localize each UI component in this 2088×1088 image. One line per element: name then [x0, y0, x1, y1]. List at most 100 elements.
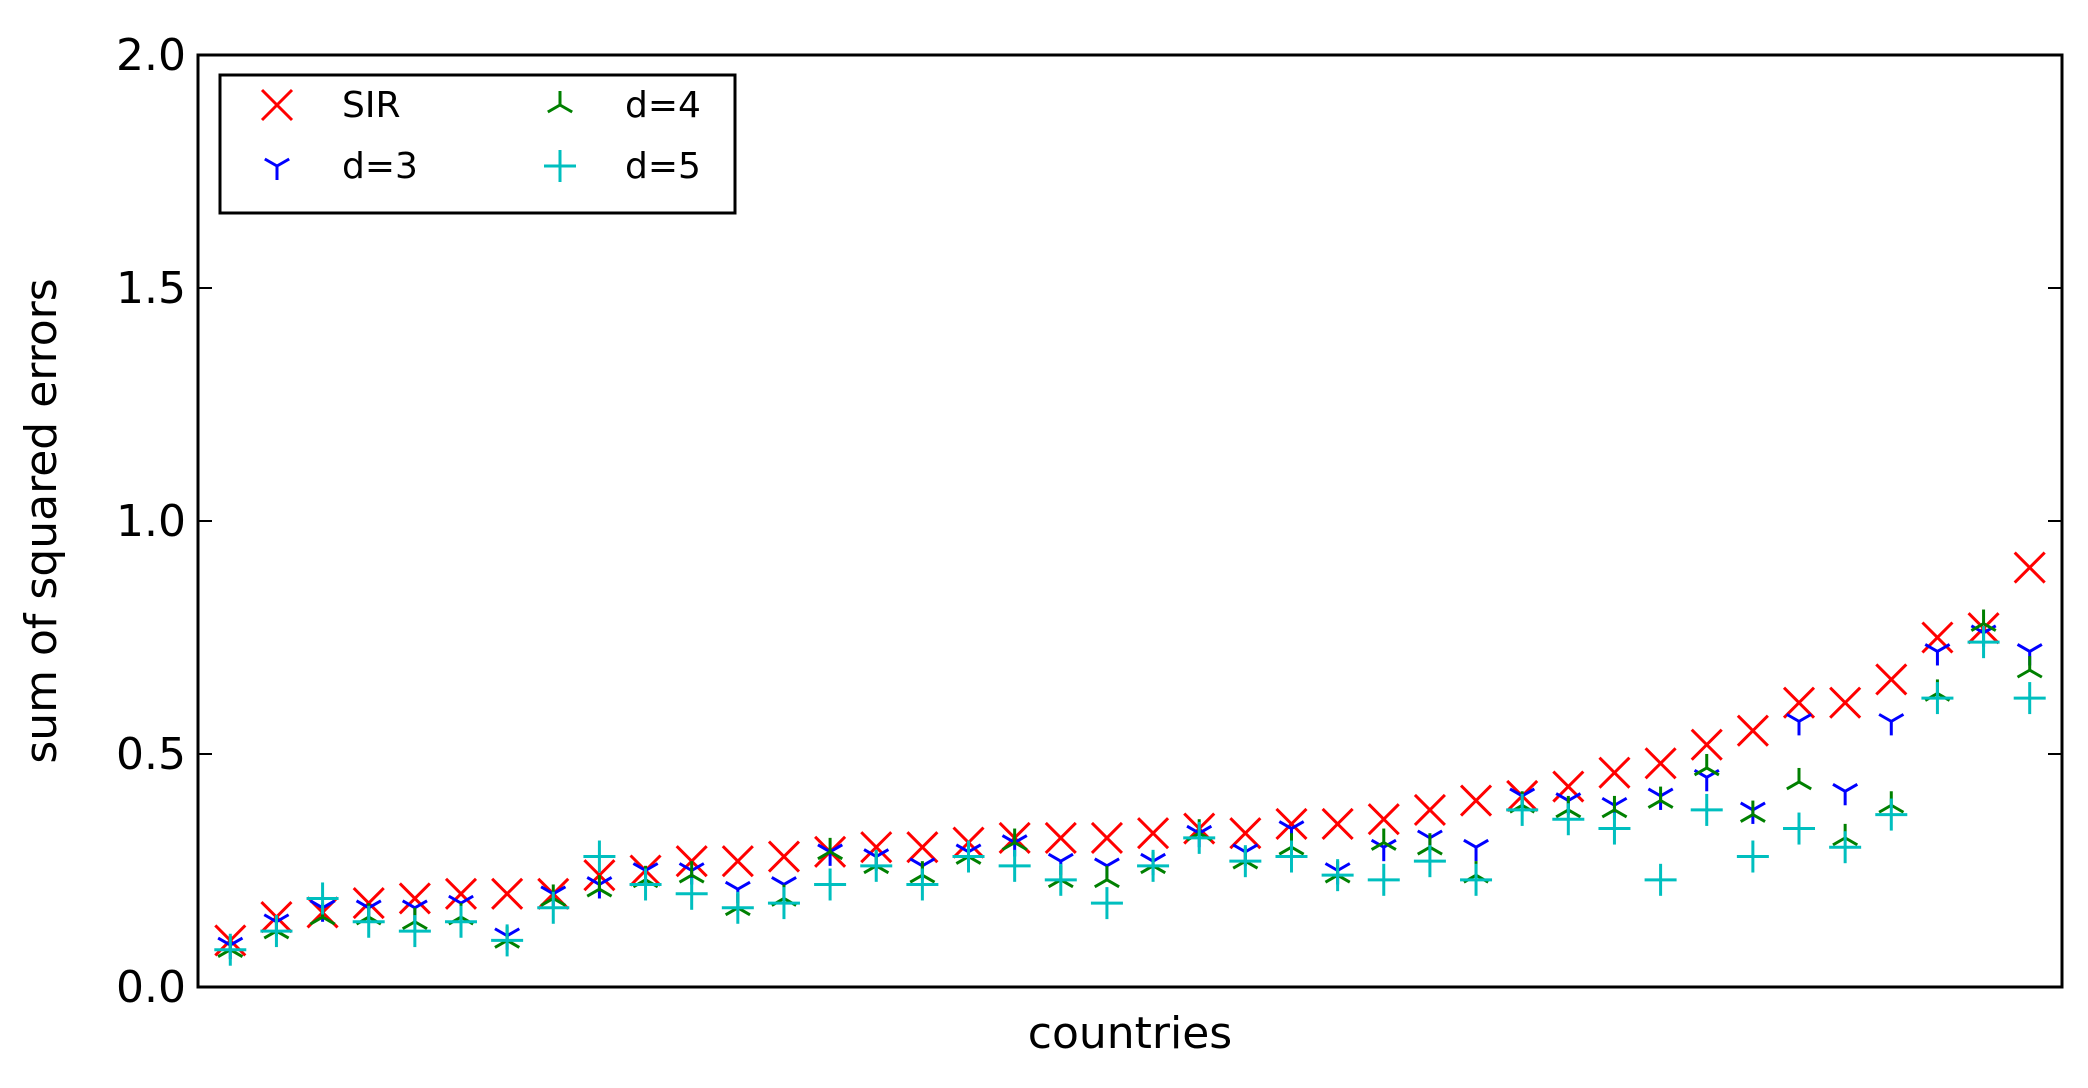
legend-marker — [260, 88, 294, 122]
data-point — [398, 882, 431, 915]
data-point — [491, 924, 524, 957]
data-point — [1137, 849, 1170, 882]
data-point — [675, 877, 708, 910]
data-point — [1229, 817, 1262, 850]
data-point — [444, 905, 477, 938]
data-point — [1137, 817, 1170, 850]
data-point — [1786, 713, 1812, 736]
data-point — [1552, 803, 1585, 836]
data-point — [1739, 800, 1766, 823]
data-point — [1782, 686, 1816, 719]
data-point — [260, 915, 293, 948]
legend-label: d=4 — [625, 85, 701, 126]
y-tick-label: 0.5 — [116, 729, 186, 780]
data-point — [2016, 656, 2043, 679]
data-point — [1367, 863, 1400, 896]
data-point — [1321, 859, 1354, 892]
data-point — [1463, 838, 1489, 862]
legend: SIR d=3 d=4 d=5 — [218, 73, 737, 215]
data-point — [1370, 838, 1397, 862]
data-point — [1690, 728, 1723, 761]
plot-frame — [196, 53, 2064, 989]
legend-marker — [544, 150, 576, 182]
data-point — [1924, 643, 1951, 666]
data-point — [1921, 682, 1954, 715]
data-point — [952, 840, 985, 873]
data-point — [1829, 686, 1862, 719]
data-point — [1921, 621, 1954, 654]
data-point — [1693, 753, 1720, 777]
data-point — [1090, 887, 1123, 920]
data-point — [860, 831, 893, 864]
data-point — [1229, 845, 1262, 878]
data-point — [1875, 663, 1908, 696]
data-point — [767, 840, 801, 873]
data-point — [1044, 821, 1077, 854]
data-point — [1970, 609, 1997, 632]
data-point — [814, 868, 847, 901]
data-point — [1459, 784, 1493, 817]
y-tick-label: 1.0 — [116, 496, 186, 547]
x-axis-label: countries — [1028, 1008, 1232, 1059]
data-point — [1598, 756, 1631, 789]
legend-label: d=5 — [625, 146, 701, 187]
data-marks — [214, 551, 2046, 966]
data-point — [1736, 840, 1769, 873]
y-axis-label: sum of squared errors — [16, 278, 67, 763]
data-point — [1275, 807, 1308, 840]
data-point — [1878, 713, 1905, 736]
data-point — [1001, 828, 1028, 851]
data-point — [537, 891, 570, 924]
data-point — [1413, 793, 1446, 826]
data-point — [1416, 833, 1443, 856]
data-point — [1647, 786, 1674, 809]
data-point — [1275, 840, 1308, 873]
legend-label: SIR — [342, 85, 400, 126]
data-point — [583, 840, 616, 873]
data-point — [1367, 803, 1400, 836]
data-point — [1370, 828, 1397, 851]
data-point — [1644, 747, 1677, 780]
data-point — [1783, 812, 1816, 845]
data-point — [1183, 821, 1216, 854]
series-d-3 — [217, 624, 2043, 960]
legend-box — [218, 73, 737, 215]
data-point — [214, 933, 247, 966]
data-point — [1601, 795, 1628, 819]
data-point — [1875, 798, 1908, 831]
data-point — [1786, 767, 1812, 791]
data-point — [1832, 782, 1859, 806]
data-point — [491, 877, 524, 910]
data-point — [1460, 863, 1493, 896]
y-tick-label: 1.5 — [116, 263, 186, 314]
data-point — [1644, 863, 1677, 896]
series-d-4 — [217, 609, 2043, 959]
data-point — [906, 868, 939, 901]
data-point — [1829, 831, 1862, 864]
legend-marker — [547, 91, 573, 114]
data-point — [1413, 845, 1446, 878]
data-point — [629, 868, 662, 901]
data-point — [1693, 768, 1720, 792]
data-point — [2013, 551, 2046, 584]
series-d-5 — [214, 626, 2046, 966]
y-axis: 0.0 0.5 1.0 1.5 2.0 — [116, 30, 2062, 1013]
data-point — [721, 891, 754, 924]
legend-marker — [264, 157, 290, 180]
data-point — [586, 875, 613, 898]
data-point — [767, 887, 800, 920]
data-point — [860, 849, 893, 882]
data-point — [2013, 682, 2046, 715]
data-point — [817, 843, 844, 866]
data-point — [678, 861, 705, 884]
data-point — [1094, 865, 1120, 889]
y-tick-label: 0.0 — [116, 962, 186, 1013]
data-point — [1690, 793, 1723, 826]
data-point — [1506, 793, 1539, 826]
data-point — [721, 845, 754, 878]
data-point — [1044, 863, 1077, 896]
data-point — [352, 905, 385, 938]
y-tick-label: 2.0 — [116, 30, 186, 81]
data-point — [306, 882, 339, 915]
